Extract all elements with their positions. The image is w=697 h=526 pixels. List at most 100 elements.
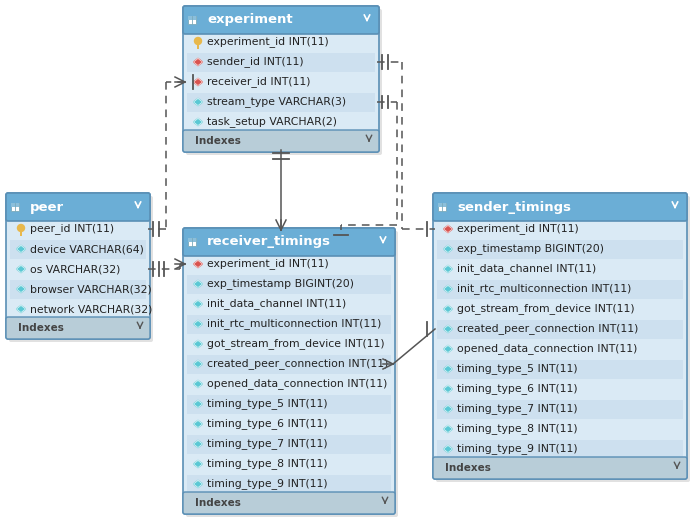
Polygon shape: [17, 246, 26, 252]
Text: timing_type_8 INT(11): timing_type_8 INT(11): [207, 459, 328, 469]
Text: receiver_id INT(11): receiver_id INT(11): [207, 77, 310, 87]
Text: created_peer_connection INT(11): created_peer_connection INT(11): [457, 323, 638, 335]
Text: task_setup VARCHAR(2): task_setup VARCHAR(2): [207, 117, 337, 127]
Bar: [187, 113, 375, 132]
Bar: [437, 299, 683, 319]
Text: init_data_channel INT(11): init_data_channel INT(11): [207, 299, 346, 309]
Text: stream_type VARCHAR(3): stream_type VARCHAR(3): [207, 97, 346, 107]
Bar: [437, 359, 683, 379]
Text: experiment: experiment: [207, 14, 293, 26]
FancyBboxPatch shape: [433, 193, 687, 479]
Text: timing_type_6 INT(11): timing_type_6 INT(11): [207, 419, 328, 429]
Bar: [187, 33, 375, 52]
Text: opened_data_connection INT(11): opened_data_connection INT(11): [207, 379, 388, 389]
Polygon shape: [443, 306, 452, 312]
Polygon shape: [17, 306, 26, 312]
Polygon shape: [443, 366, 452, 372]
Bar: [437, 420, 683, 439]
FancyBboxPatch shape: [6, 193, 150, 339]
Bar: [437, 319, 683, 339]
Bar: [10, 279, 146, 298]
Bar: [187, 474, 391, 493]
FancyBboxPatch shape: [186, 231, 398, 517]
Text: network VARCHAR(32): network VARCHAR(32): [30, 304, 153, 314]
FancyBboxPatch shape: [6, 317, 150, 339]
FancyBboxPatch shape: [183, 492, 395, 514]
FancyBboxPatch shape: [6, 193, 150, 221]
Bar: [187, 315, 391, 333]
Text: experiment_id INT(11): experiment_id INT(11): [207, 36, 329, 47]
Text: browser VARCHAR(32): browser VARCHAR(32): [30, 284, 152, 294]
Bar: [187, 414, 391, 433]
Bar: [437, 239, 683, 258]
Polygon shape: [194, 460, 203, 468]
Text: timing_type_9 INT(11): timing_type_9 INT(11): [457, 443, 578, 454]
Bar: [187, 434, 391, 453]
Text: exp_timestamp BIGINT(20): exp_timestamp BIGINT(20): [457, 244, 604, 255]
Bar: [438, 203, 446, 207]
Polygon shape: [194, 380, 203, 388]
Bar: [188, 16, 196, 20]
Text: exp_timestamp BIGINT(20): exp_timestamp BIGINT(20): [207, 279, 354, 289]
Bar: [437, 339, 683, 359]
Polygon shape: [194, 118, 203, 126]
Polygon shape: [194, 440, 203, 448]
Bar: [437, 440, 683, 459]
Circle shape: [194, 37, 201, 45]
Polygon shape: [17, 286, 26, 292]
FancyBboxPatch shape: [183, 130, 379, 152]
Text: timing_type_7 INT(11): timing_type_7 INT(11): [207, 439, 328, 449]
Bar: [187, 335, 391, 353]
Bar: [437, 379, 683, 399]
Bar: [187, 275, 391, 294]
Text: Indexes: Indexes: [195, 498, 241, 508]
Bar: [10, 239, 146, 258]
Polygon shape: [443, 426, 452, 432]
Text: os VARCHAR(32): os VARCHAR(32): [30, 264, 121, 274]
Text: init_rtc_multiconnection INT(11): init_rtc_multiconnection INT(11): [207, 319, 381, 329]
Polygon shape: [194, 360, 203, 368]
Bar: [187, 93, 375, 112]
Text: Indexes: Indexes: [18, 323, 64, 333]
Polygon shape: [443, 446, 452, 452]
Polygon shape: [443, 246, 452, 252]
Polygon shape: [443, 226, 452, 232]
Bar: [187, 375, 391, 393]
Bar: [11, 203, 19, 211]
Polygon shape: [194, 340, 203, 348]
Text: init_data_channel INT(11): init_data_channel INT(11): [457, 264, 596, 275]
Text: peer_id INT(11): peer_id INT(11): [30, 224, 114, 235]
FancyBboxPatch shape: [433, 193, 687, 221]
Bar: [188, 238, 196, 246]
Bar: [438, 203, 446, 211]
Text: got_stream_from_device INT(11): got_stream_from_device INT(11): [207, 339, 385, 349]
FancyBboxPatch shape: [183, 6, 379, 152]
Bar: [437, 219, 683, 238]
Text: receiver_timings: receiver_timings: [207, 236, 331, 248]
Text: sender_id INT(11): sender_id INT(11): [207, 57, 304, 67]
Text: timing_type_9 INT(11): timing_type_9 INT(11): [207, 479, 328, 490]
Bar: [437, 400, 683, 419]
Polygon shape: [194, 260, 203, 268]
FancyBboxPatch shape: [186, 9, 382, 155]
Bar: [10, 219, 146, 238]
Text: timing_type_7 INT(11): timing_type_7 INT(11): [457, 403, 578, 414]
Text: experiment_id INT(11): experiment_id INT(11): [457, 224, 579, 235]
FancyBboxPatch shape: [183, 228, 395, 256]
Text: device VARCHAR(64): device VARCHAR(64): [30, 244, 144, 254]
Polygon shape: [194, 300, 203, 308]
Bar: [10, 259, 146, 278]
Text: experiment_id INT(11): experiment_id INT(11): [207, 259, 329, 269]
Text: timing_type_5 INT(11): timing_type_5 INT(11): [207, 399, 328, 409]
FancyBboxPatch shape: [183, 6, 379, 34]
Bar: [10, 299, 146, 319]
Polygon shape: [194, 78, 203, 86]
Bar: [187, 454, 391, 473]
Polygon shape: [194, 98, 203, 106]
Bar: [188, 16, 196, 24]
Polygon shape: [194, 420, 203, 428]
Bar: [188, 238, 196, 242]
Bar: [187, 394, 391, 413]
Polygon shape: [443, 266, 452, 272]
Bar: [20, 231, 22, 236]
